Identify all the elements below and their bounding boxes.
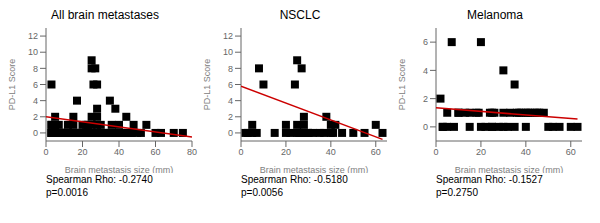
svg-text:0: 0: [33, 128, 38, 138]
svg-text:2: 2: [228, 112, 233, 122]
svg-text:20: 20: [77, 147, 87, 157]
svg-text:10: 10: [223, 47, 233, 57]
svg-text:60: 60: [150, 147, 160, 157]
svg-text:0: 0: [43, 147, 48, 157]
svg-text:4: 4: [33, 96, 38, 106]
svg-text:6: 6: [228, 80, 233, 90]
svg-text:PD-L1 Score: PD-L1 Score: [8, 59, 17, 111]
html-text:Spearman Rho: -0.1527: Spearman Rho: -0.1527: [436, 174, 543, 185]
html-text:Spearman Rho: -0.2740: Spearman Rho: -0.2740: [46, 174, 153, 185]
svg-text:60: 60: [566, 147, 576, 157]
svg-text:20: 20: [281, 147, 291, 157]
svg-text:0: 0: [423, 122, 428, 132]
svg-text:2: 2: [33, 112, 38, 122]
svg-text:4: 4: [228, 96, 233, 106]
svg-text:40: 40: [521, 147, 531, 157]
svg-text:20: 20: [476, 147, 486, 157]
html-text:p=0.0056: p=0.0056: [241, 187, 283, 198]
html-text:NSCLC: NSCLC: [279, 8, 321, 22]
html-text:All brain metastases: All brain metastases: [51, 8, 159, 22]
svg-text:6: 6: [423, 37, 428, 47]
svg-text:Brain metastasis size (mm): Brain metastasis size (mm): [455, 165, 564, 173]
svg-text:8: 8: [228, 64, 233, 74]
svg-text:60: 60: [371, 147, 381, 157]
svg-text:0: 0: [238, 147, 243, 157]
svg-text:40: 40: [114, 147, 124, 157]
svg-text:0: 0: [433, 147, 438, 157]
svg-text:6: 6: [33, 80, 38, 90]
svg-text:2: 2: [423, 94, 428, 104]
svg-text:80: 80: [187, 147, 197, 157]
svg-text:12: 12: [223, 31, 233, 41]
html-text:Melanoma: Melanoma: [467, 8, 523, 22]
svg-text:Brain metastasis size (mm): Brain metastasis size (mm): [65, 165, 174, 173]
svg-text:0: 0: [228, 128, 233, 138]
html-text:Spearman Rho: -0.5180: Spearman Rho: -0.5180: [241, 174, 348, 185]
svg-text:8: 8: [33, 64, 38, 74]
svg-text:Brain metastasis size (mm): Brain metastasis size (mm): [260, 165, 369, 173]
svg-text:10: 10: [28, 47, 38, 57]
svg-text:40: 40: [326, 147, 336, 157]
svg-text:PD-L1 Score: PD-L1 Score: [203, 59, 212, 111]
svg-text:4: 4: [423, 66, 428, 76]
html-text:p=0.0016: p=0.0016: [46, 187, 88, 198]
html-text:p=0.2750: p=0.2750: [436, 187, 478, 198]
svg-text:PD-L1 Score: PD-L1 Score: [398, 59, 407, 111]
svg-text:12: 12: [28, 31, 38, 41]
